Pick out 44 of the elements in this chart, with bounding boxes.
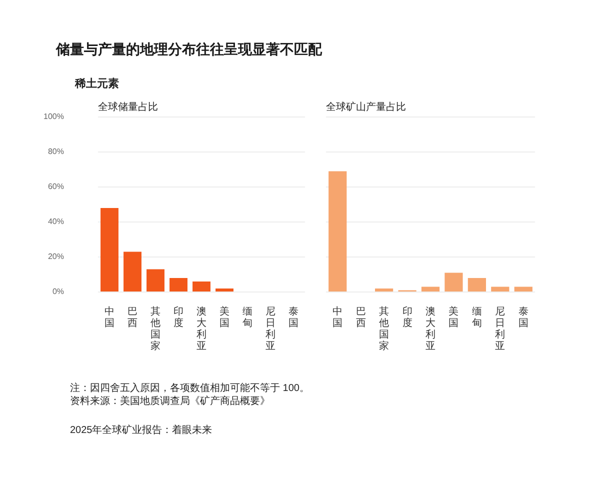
bar: [444, 272, 463, 292]
x-tick-label: 美国: [448, 306, 459, 329]
bar: [124, 252, 142, 292]
text: 2025年全球矿业报告：着眼未来: [70, 424, 214, 437]
bar: [468, 278, 486, 292]
bar: [491, 286, 510, 292]
y-tick-label: 80%: [48, 147, 64, 156]
bar: [192, 282, 210, 292]
x-tick-label: 巴西: [356, 306, 366, 329]
y-tick-label: 40%: [48, 217, 64, 226]
x-tick-label: 缅甸: [242, 306, 252, 329]
bar: [216, 288, 234, 292]
text: 稀土元素: [75, 77, 120, 91]
x-tick-label: 其他国家: [379, 306, 390, 352]
x-tick-label: 美国: [220, 306, 230, 329]
x-tick-label: 其他国家: [150, 306, 160, 352]
bar: [170, 278, 188, 292]
bar: [514, 286, 532, 292]
x-tick-label: 澳大利亚: [426, 306, 436, 352]
text: 储量与产量的地理分布往往呈现显著不匹配: [56, 40, 322, 58]
text: 资料来源：美国地质调查局《矿产商品概要》: [70, 395, 271, 408]
bar: [375, 288, 394, 292]
x-tick-label: 缅甸: [472, 306, 482, 329]
x-tick-label: 巴西: [128, 306, 138, 329]
chart-title: 全球矿山产量占比: [326, 100, 406, 113]
x-tick-label: 中国: [104, 306, 114, 329]
x-tick-label: 中国: [332, 306, 343, 329]
x-tick-label: 泰国: [518, 306, 528, 329]
bar: [421, 286, 440, 292]
y-tick-label: 100%: [44, 112, 64, 122]
x-tick-label: 澳大利亚: [196, 306, 206, 352]
bar: [146, 269, 164, 292]
x-tick-label: 印度: [402, 306, 412, 329]
text: 注：因四舍五入原因，各项数值相加可能不等于 100。: [70, 382, 310, 395]
x-tick-label: 印度: [174, 306, 184, 329]
y-tick-label: 60%: [48, 182, 64, 192]
x-tick-label: 尼日利亚: [495, 306, 506, 352]
x-tick-label: 尼日利亚: [266, 306, 276, 352]
chart-title: 全球储量占比: [98, 100, 158, 113]
bar: [100, 208, 118, 292]
y-tick-label: 20%: [48, 252, 64, 262]
y-tick-label: 0%: [52, 287, 64, 296]
bar: [328, 171, 347, 292]
x-tick-label: 泰国: [288, 306, 298, 329]
